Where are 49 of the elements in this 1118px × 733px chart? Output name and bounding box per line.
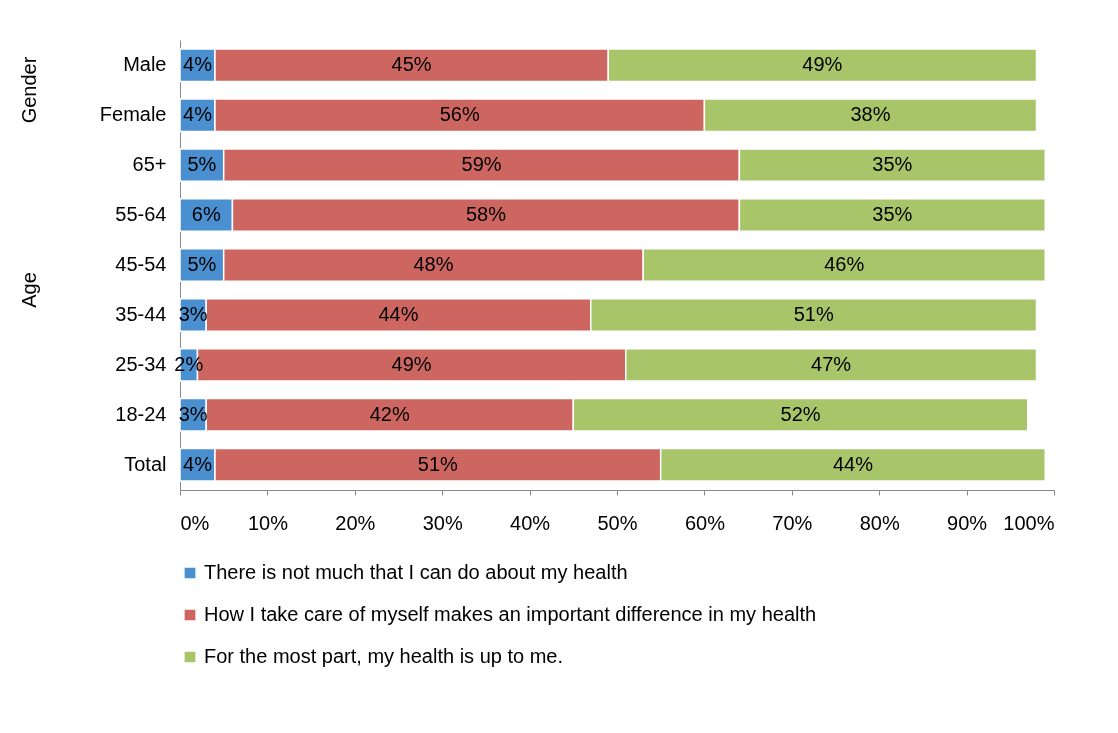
data-label: 49%: [802, 53, 843, 76]
data-label: 48%: [413, 253, 454, 275]
y-tick-label: 25-34: [115, 352, 167, 375]
legend-label: For the most part, my health is up to me.: [204, 645, 564, 667]
y-tick-label: Male: [123, 53, 167, 76]
x-tick-label: 40%: [510, 511, 551, 534]
data-label: 58%: [465, 203, 507, 226]
x-tick-label: 100%: [1003, 511, 1055, 534]
data-label: 45%: [391, 53, 432, 76]
y-tick-label: Total: [124, 452, 167, 475]
text: Age: [18, 272, 40, 308]
x-tick-label: 90%: [947, 511, 988, 534]
data-label: 42%: [369, 402, 410, 425]
data-label: 5%: [187, 253, 217, 275]
data-label: 51%: [417, 452, 459, 475]
y-tick-label: Female: [99, 103, 167, 126]
x-tick-label: 60%: [684, 511, 726, 534]
x-tick-label: 0%: [180, 511, 210, 534]
y-tick-label: 65+: [132, 153, 167, 176]
data-label: 59%: [461, 153, 502, 176]
y-tick-label: 45-54: [115, 253, 167, 275]
data-label: 52%: [780, 402, 821, 425]
x-tick-label: 20%: [335, 511, 376, 534]
y-tick-label: 35-44: [115, 302, 167, 325]
data-label: 4%: [183, 53, 213, 76]
data-label: 6%: [191, 203, 221, 226]
data-label: 51%: [793, 302, 834, 325]
data-label: 47%: [811, 352, 852, 375]
data-label: 4%: [183, 452, 213, 475]
x-tick-label: 80%: [859, 511, 900, 534]
data-label: 56%: [439, 103, 480, 126]
text: Gender: [18, 56, 40, 124]
legend-label: How I take care of myself makes an important difference in my health: [204, 603, 817, 625]
x-tick-label: 50%: [597, 511, 638, 534]
x-tick-label: 10%: [247, 511, 289, 534]
data-label: 35%: [872, 153, 913, 176]
legend-label: There is not much that I can do about my health: [204, 561, 628, 583]
x-tick-label: 70%: [772, 511, 813, 534]
data-label: 46%: [824, 253, 865, 275]
data-label: 44%: [378, 302, 419, 325]
y-tick-label: 55-64: [115, 203, 167, 226]
x-tick-label: 30%: [422, 511, 463, 534]
data-label: 49%: [391, 352, 432, 375]
data-label: 35%: [872, 203, 913, 226]
data-label: 38%: [850, 103, 891, 126]
data-label: 5%: [187, 153, 217, 176]
data-label: 4%: [183, 103, 213, 126]
y-tick-label: 18-24: [115, 402, 167, 425]
data-label: 44%: [832, 452, 874, 475]
